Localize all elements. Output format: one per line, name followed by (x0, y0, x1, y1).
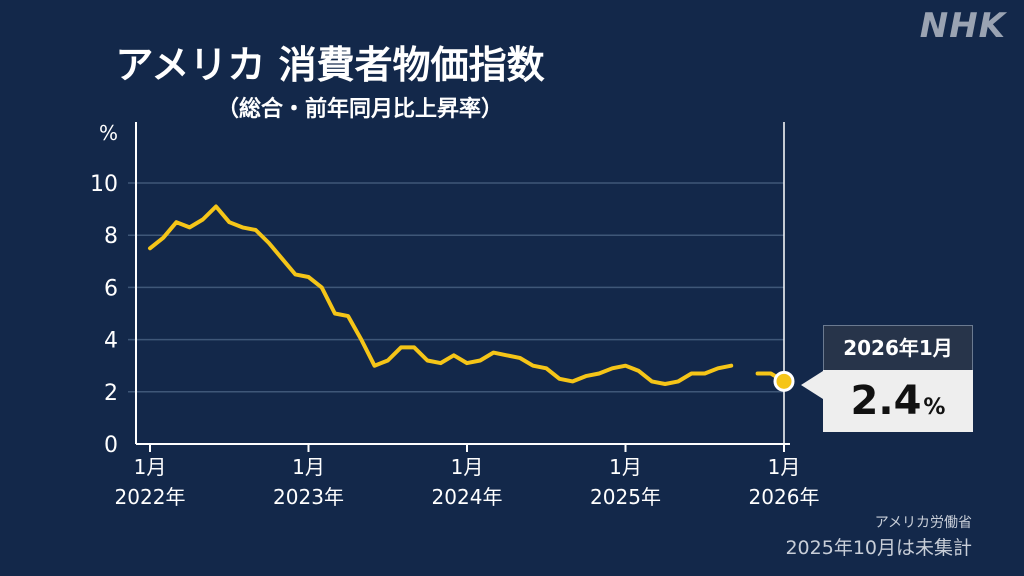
x-tick-year-label: 2023年 (273, 485, 344, 509)
x-tick-year-label: 2022年 (115, 485, 186, 509)
y-tick-label: 10 (90, 172, 118, 197)
x-tick-month-label: 1月 (609, 455, 642, 479)
x-tick-year-label: 2026年 (749, 485, 820, 509)
y-tick-label: 8 (104, 224, 118, 249)
footnote: 2025年10月は未集計 (785, 537, 972, 559)
series-line-segment-1 (148, 204, 734, 386)
callout-unit: % (923, 395, 946, 420)
y-tick-label: 0 (104, 433, 118, 458)
x-tick-year-label: 2025年 (590, 485, 661, 509)
callout-value-box: 2.4 % (823, 370, 973, 432)
latest-value-callout: 2026年1月 2.4 % (801, 325, 973, 433)
callout-pointer (801, 371, 823, 399)
chart-title: アメリカ 消費者物価指数 (115, 43, 545, 87)
y-tick-label: 4 (104, 329, 118, 354)
y-axis-unit: % (99, 121, 118, 145)
x-tick-month-label: 1月 (292, 455, 325, 479)
x-tick-year-label: 2024年 (432, 485, 503, 509)
callout-value: 2.4 (850, 378, 922, 424)
x-tick-month-label: 1月 (768, 455, 801, 479)
y-tick-label: 6 (104, 276, 118, 301)
nhk-logo: NHK (919, 6, 1006, 46)
x-tick-month-label: 1月 (451, 455, 484, 479)
latest-data-point (773, 370, 795, 392)
y-tick-label: 2 (104, 381, 118, 406)
x-tick-month-label: 1月 (134, 455, 167, 479)
callout-date: 2026年1月 (823, 325, 973, 370)
chart-subtitle: （総合・前年同月比上昇率） (216, 97, 503, 122)
data-source: アメリカ労働省 (874, 515, 972, 531)
